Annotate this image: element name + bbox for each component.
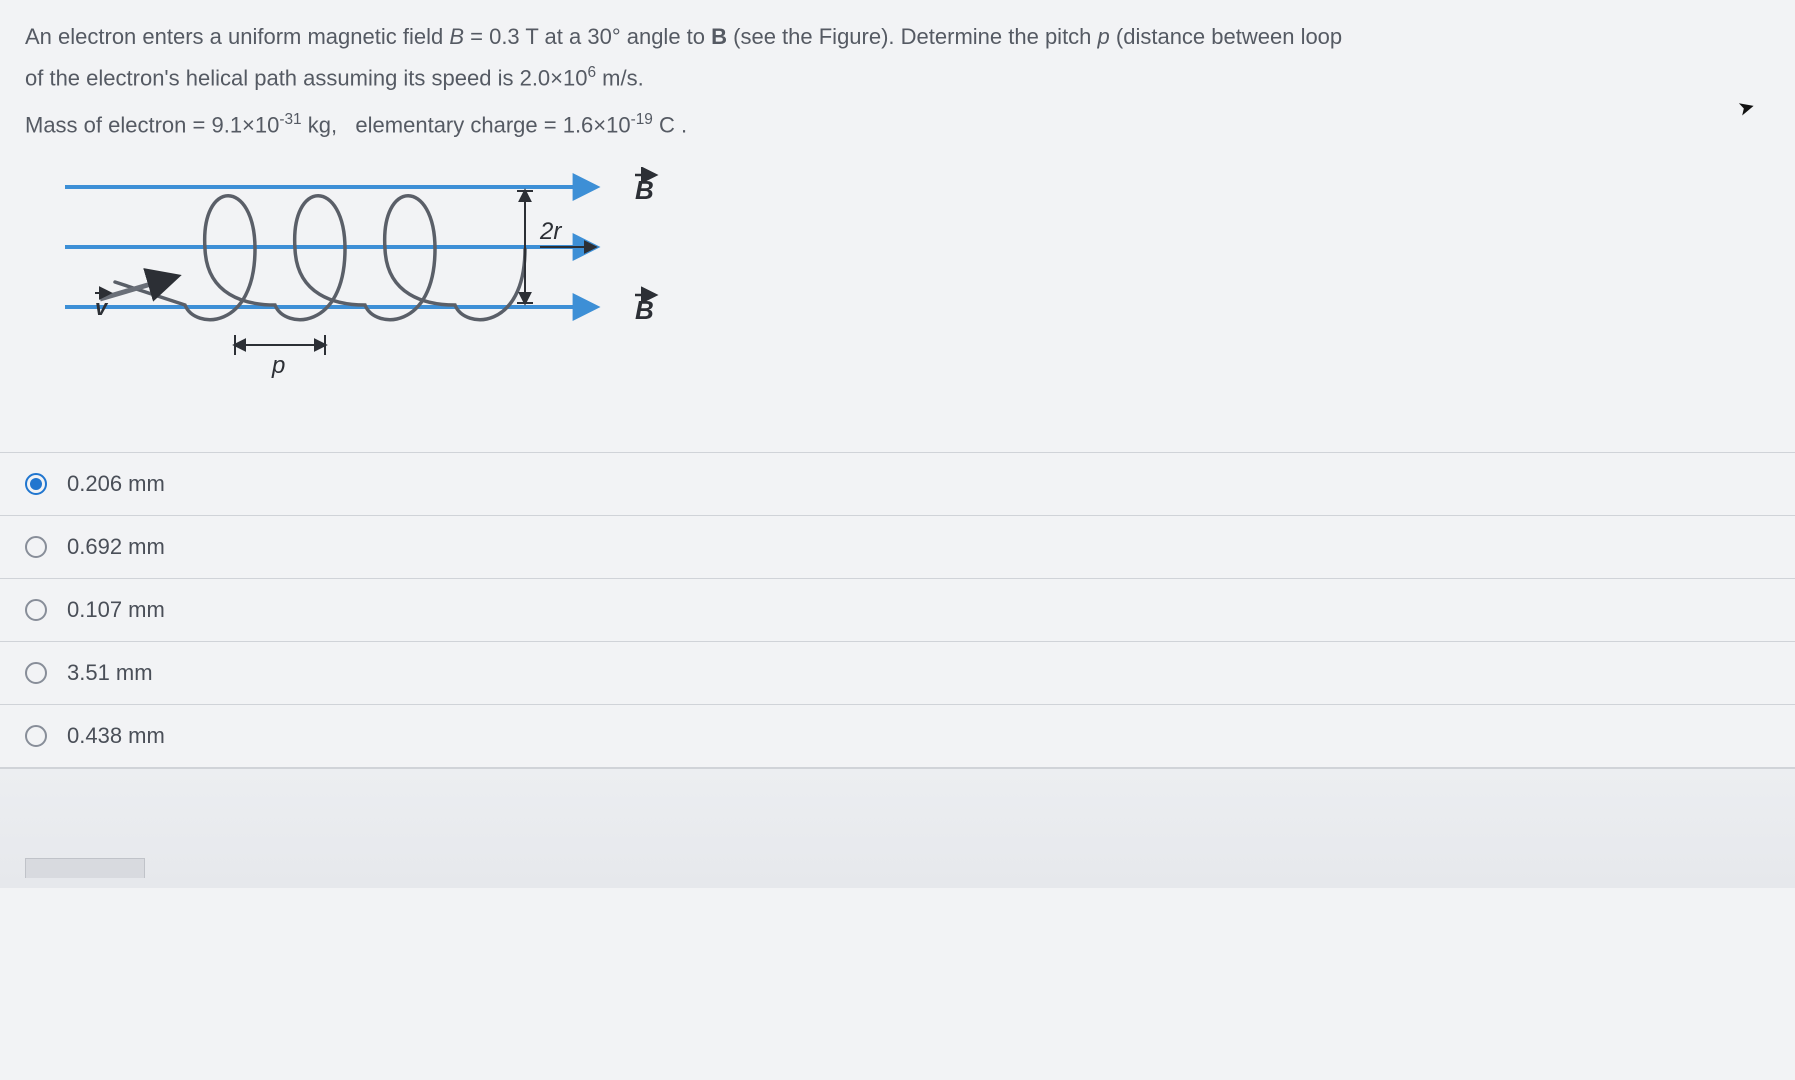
radio-icon[interactable] xyxy=(25,725,47,747)
radio-icon[interactable] xyxy=(25,662,47,684)
svg-text:p: p xyxy=(271,352,285,379)
answer-option[interactable]: 0.692 mm xyxy=(0,516,1795,579)
svg-text:B: B xyxy=(635,175,654,205)
answer-option[interactable]: 0.107 mm xyxy=(0,579,1795,642)
svg-text:2r: 2r xyxy=(539,218,562,245)
footer-button-partial[interactable] xyxy=(25,858,145,878)
answer-option[interactable]: 0.206 mm xyxy=(0,453,1795,516)
answer-label: 3.51 mm xyxy=(67,660,153,686)
radio-icon[interactable] xyxy=(25,536,47,558)
radio-icon[interactable] xyxy=(25,473,47,495)
answer-label: 0.206 mm xyxy=(67,471,165,497)
question-line-2: of the electron's helical path assuming … xyxy=(25,61,1770,94)
answer-options-list: 0.206 mm 0.692 mm 0.107 mm 3.51 mm 0.438 mm xyxy=(0,452,1795,768)
answer-label: 0.107 mm xyxy=(67,597,165,623)
question-text-block: An electron enters a uniform magnetic fi… xyxy=(0,20,1795,452)
question-line-3: Mass of electron = 9.1×10-31 kg, element… xyxy=(25,108,1770,141)
helical-path-figure: v 2r B Bp xyxy=(55,167,1770,392)
question-line-1: An electron enters a uniform magnetic fi… xyxy=(25,20,1770,53)
answer-label: 0.438 mm xyxy=(67,723,165,749)
svg-text:B: B xyxy=(635,295,654,325)
radio-icon[interactable] xyxy=(25,599,47,621)
answer-label: 0.692 mm xyxy=(67,534,165,560)
answer-option[interactable]: 0.438 mm xyxy=(0,705,1795,768)
svg-text:v: v xyxy=(95,295,109,320)
footer-area xyxy=(0,768,1795,888)
answer-option[interactable]: 3.51 mm xyxy=(0,642,1795,705)
